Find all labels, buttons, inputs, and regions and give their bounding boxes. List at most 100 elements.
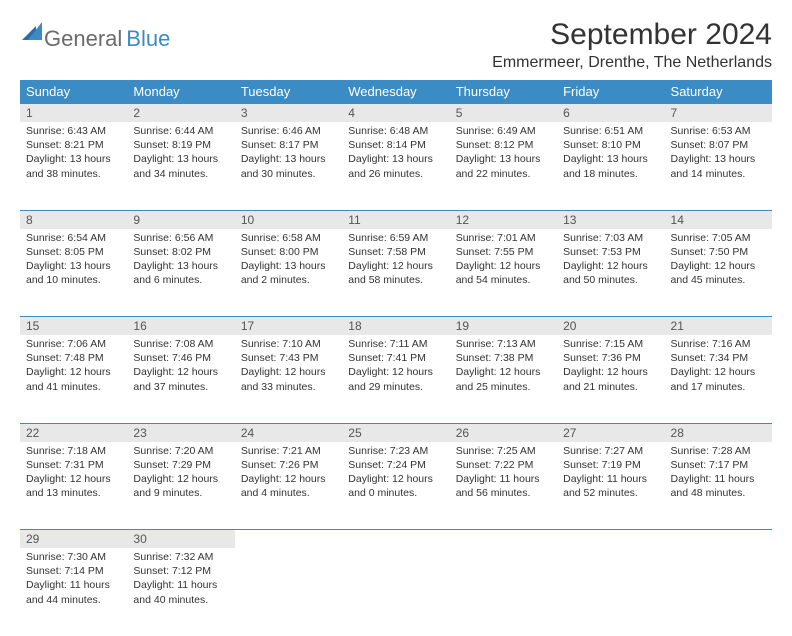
day-number: 25 [342,423,449,442]
sunrise-text: Sunrise: 7:01 AM [456,231,551,245]
sunrise-text: Sunrise: 7:15 AM [563,337,658,351]
sunset-text: Sunset: 8:05 PM [26,245,121,259]
sunrise-text: Sunrise: 6:56 AM [133,231,228,245]
day-number: 26 [450,423,557,442]
sunset-text: Sunset: 7:34 PM [671,351,766,365]
daylight-text: and 44 minutes. [26,593,121,607]
daylight-text: and 33 minutes. [241,380,336,394]
day-number: 3 [235,104,342,123]
sunset-text: Sunset: 8:12 PM [456,138,551,152]
day-number: 18 [342,317,449,336]
location: Emmermeer, Drenthe, The Netherlands [492,54,772,72]
daylight-text: Daylight: 13 hours [241,152,336,166]
sunset-text: Sunset: 7:48 PM [26,351,121,365]
day-number: 29 [20,530,127,549]
daylight-text: Daylight: 13 hours [563,152,658,166]
daylight-text: and 18 minutes. [563,167,658,181]
day-cell: Sunrise: 7:05 AMSunset: 7:50 PMDaylight:… [665,229,772,317]
day-cell: Sunrise: 6:56 AMSunset: 8:02 PMDaylight:… [127,229,234,317]
daynum-row: 2930 [20,530,772,549]
sunset-text: Sunset: 8:19 PM [133,138,228,152]
daylight-text: and 2 minutes. [241,273,336,287]
daylight-text: Daylight: 13 hours [241,259,336,273]
day-number: 16 [127,317,234,336]
sunset-text: Sunset: 7:29 PM [133,458,228,472]
sunrise-text: Sunrise: 7:18 AM [26,444,121,458]
daylight-text: Daylight: 12 hours [456,365,551,379]
day-cell: Sunrise: 7:28 AMSunset: 7:17 PMDaylight:… [665,442,772,530]
day-number: 27 [557,423,664,442]
daylight-text: Daylight: 11 hours [671,472,766,486]
daylight-text: Daylight: 11 hours [133,578,228,592]
logo: General Blue [20,22,170,55]
daylight-text: Daylight: 12 hours [671,259,766,273]
weekday-header: Thursday [450,80,557,104]
sunrise-text: Sunrise: 7:25 AM [456,444,551,458]
sunrise-text: Sunrise: 7:28 AM [671,444,766,458]
daylight-text: Daylight: 12 hours [26,472,121,486]
sunset-text: Sunset: 7:43 PM [241,351,336,365]
logo-text-blue: Blue [126,26,170,52]
daylight-text: Daylight: 12 hours [456,259,551,273]
sunrise-text: Sunrise: 6:53 AM [671,124,766,138]
day-cell: Sunrise: 6:53 AMSunset: 8:07 PMDaylight:… [665,122,772,210]
daylight-text: and 29 minutes. [348,380,443,394]
sunset-text: Sunset: 8:17 PM [241,138,336,152]
sunrise-text: Sunrise: 7:10 AM [241,337,336,351]
daylight-text: Daylight: 12 hours [563,259,658,273]
sunrise-text: Sunrise: 7:03 AM [563,231,658,245]
daylight-text: and 6 minutes. [133,273,228,287]
weekday-header: Tuesday [235,80,342,104]
sunrise-text: Sunrise: 7:30 AM [26,550,121,564]
day-number [450,530,557,549]
sunset-text: Sunset: 8:14 PM [348,138,443,152]
daylight-text: Daylight: 11 hours [26,578,121,592]
day-number: 11 [342,210,449,229]
day-number: 21 [665,317,772,336]
sunrise-text: Sunrise: 6:46 AM [241,124,336,138]
day-cell: Sunrise: 7:08 AMSunset: 7:46 PMDaylight:… [127,335,234,423]
day-number: 15 [20,317,127,336]
weekday-header: Sunday [20,80,127,104]
sunset-text: Sunset: 7:36 PM [563,351,658,365]
daylight-text: Daylight: 12 hours [241,472,336,486]
day-cell: Sunrise: 7:21 AMSunset: 7:26 PMDaylight:… [235,442,342,530]
sunrise-text: Sunrise: 7:16 AM [671,337,766,351]
daylight-text: and 58 minutes. [348,273,443,287]
sunrise-text: Sunrise: 7:11 AM [348,337,443,351]
day-number: 22 [20,423,127,442]
daynum-row: 15161718192021 [20,317,772,336]
daylight-text: Daylight: 13 hours [456,152,551,166]
sunset-text: Sunset: 7:50 PM [671,245,766,259]
daylight-text: and 25 minutes. [456,380,551,394]
day-cell: Sunrise: 6:54 AMSunset: 8:05 PMDaylight:… [20,229,127,317]
weekday-header: Friday [557,80,664,104]
daylight-text: Daylight: 11 hours [563,472,658,486]
day-cell [665,548,772,636]
sunrise-text: Sunrise: 6:51 AM [563,124,658,138]
logo-icon [22,22,42,45]
sunset-text: Sunset: 8:21 PM [26,138,121,152]
sunset-text: Sunset: 7:26 PM [241,458,336,472]
sunrise-text: Sunrise: 7:05 AM [671,231,766,245]
day-number [557,530,664,549]
day-number: 1 [20,104,127,123]
sunset-text: Sunset: 7:19 PM [563,458,658,472]
sunrise-text: Sunrise: 7:27 AM [563,444,658,458]
sunset-text: Sunset: 7:22 PM [456,458,551,472]
daylight-text: and 0 minutes. [348,486,443,500]
sunset-text: Sunset: 7:38 PM [456,351,551,365]
daylight-text: Daylight: 12 hours [671,365,766,379]
sunset-text: Sunset: 8:10 PM [563,138,658,152]
day-cell: Sunrise: 6:44 AMSunset: 8:19 PMDaylight:… [127,122,234,210]
day-cell: Sunrise: 6:51 AMSunset: 8:10 PMDaylight:… [557,122,664,210]
title-block: September 2024 Emmermeer, Drenthe, The N… [492,18,772,72]
daylight-text: Daylight: 13 hours [133,152,228,166]
sunrise-text: Sunrise: 6:49 AM [456,124,551,138]
day-cell: Sunrise: 7:25 AMSunset: 7:22 PMDaylight:… [450,442,557,530]
daynum-row: 891011121314 [20,210,772,229]
daylight-text: Daylight: 12 hours [563,365,658,379]
day-cell: Sunrise: 7:23 AMSunset: 7:24 PMDaylight:… [342,442,449,530]
sunrise-text: Sunrise: 7:13 AM [456,337,551,351]
daylight-text: Daylight: 12 hours [26,365,121,379]
